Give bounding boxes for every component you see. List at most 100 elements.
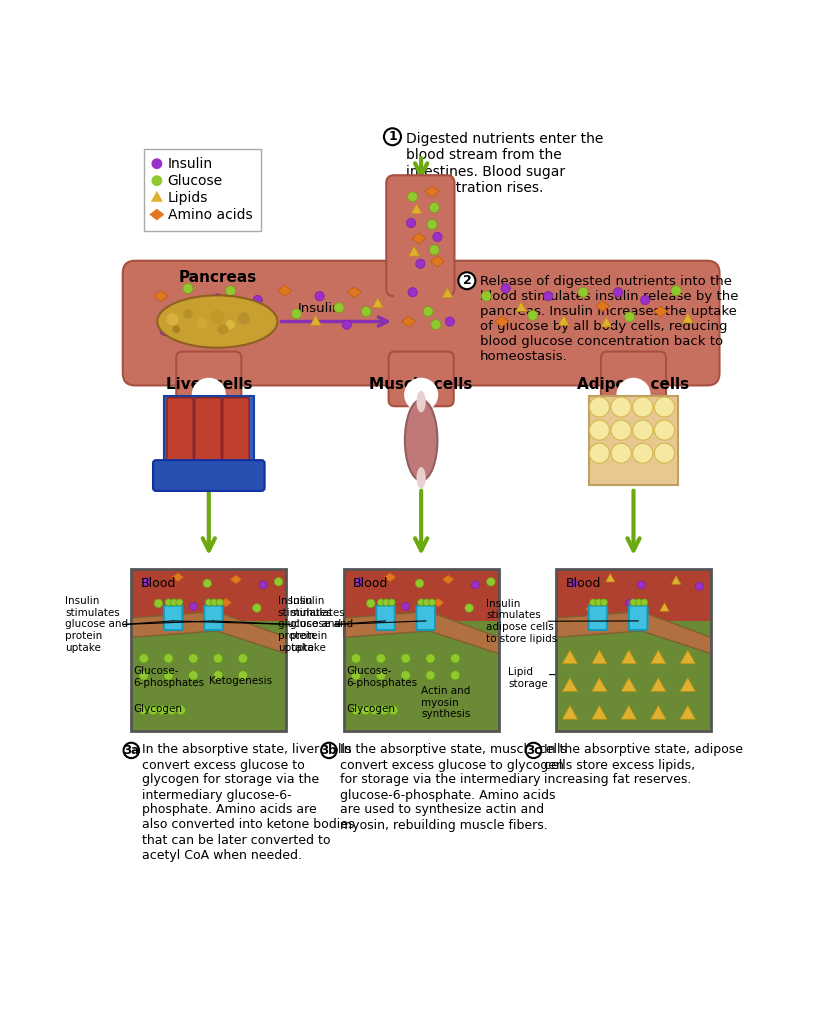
Circle shape (613, 288, 622, 297)
Circle shape (164, 671, 173, 680)
Circle shape (625, 312, 635, 322)
Circle shape (238, 671, 248, 680)
Circle shape (315, 292, 324, 301)
Circle shape (378, 599, 384, 606)
Circle shape (426, 653, 435, 663)
Circle shape (226, 319, 235, 330)
Circle shape (458, 272, 475, 289)
Polygon shape (586, 601, 595, 609)
Polygon shape (433, 598, 444, 607)
Polygon shape (401, 316, 415, 327)
Text: Insulin
stimulates
glucose and
protein
uptake: Insulin stimulates glucose and protein u… (66, 596, 129, 652)
Circle shape (218, 324, 228, 335)
FancyBboxPatch shape (167, 397, 193, 466)
Circle shape (427, 219, 437, 229)
Polygon shape (680, 650, 695, 664)
Circle shape (351, 706, 360, 715)
FancyBboxPatch shape (144, 150, 261, 231)
Polygon shape (230, 574, 242, 584)
Text: Release of digested nutrients into the
blood stimulates insulin release by the
p: Release of digested nutrients into the b… (480, 275, 739, 364)
Polygon shape (650, 678, 666, 691)
Polygon shape (412, 233, 426, 244)
FancyBboxPatch shape (204, 605, 222, 630)
Circle shape (388, 706, 398, 715)
Circle shape (172, 326, 180, 333)
Polygon shape (384, 572, 396, 582)
Text: In the absorptive state, muscle cells
convert excess glucose to glycogen
for sto: In the absorptive state, muscle cells co… (340, 743, 566, 831)
Circle shape (216, 599, 223, 606)
Text: Blood: Blood (566, 578, 601, 590)
FancyBboxPatch shape (195, 397, 221, 466)
Circle shape (426, 671, 435, 680)
Polygon shape (660, 603, 669, 611)
Polygon shape (595, 301, 609, 311)
Text: Insulin
stimulates
glucose and
protein
uptake: Insulin stimulates glucose and protein u… (277, 596, 341, 652)
Polygon shape (220, 598, 232, 607)
Circle shape (291, 309, 301, 318)
Circle shape (544, 292, 553, 301)
Text: Lipids: Lipids (167, 190, 208, 205)
Text: Glycogen: Glycogen (346, 703, 395, 714)
Polygon shape (650, 706, 666, 719)
Circle shape (238, 653, 248, 663)
Circle shape (569, 580, 577, 588)
Circle shape (637, 581, 645, 589)
Text: 1: 1 (388, 130, 397, 143)
Circle shape (633, 420, 653, 440)
Text: Insulin
stimulates
glucose and
protein
uptake: Insulin stimulates glucose and protein u… (290, 596, 353, 652)
FancyBboxPatch shape (556, 622, 711, 731)
Circle shape (641, 599, 648, 606)
Text: Muscle cells: Muscle cells (369, 378, 473, 392)
Circle shape (166, 313, 179, 326)
Circle shape (404, 378, 438, 412)
Circle shape (139, 706, 149, 715)
Circle shape (210, 310, 224, 324)
Text: 2: 2 (462, 274, 471, 287)
Circle shape (165, 599, 172, 606)
FancyBboxPatch shape (589, 396, 678, 484)
Circle shape (451, 671, 460, 680)
Circle shape (640, 295, 649, 304)
Text: In the absorptive state, liver cells
convert excess glucose to
glycogen for stor: In the absorptive state, liver cells con… (142, 743, 355, 861)
Polygon shape (621, 650, 636, 664)
Polygon shape (654, 306, 667, 316)
Circle shape (589, 397, 609, 417)
Circle shape (501, 284, 511, 293)
Circle shape (601, 599, 608, 606)
Polygon shape (621, 706, 636, 719)
Polygon shape (682, 313, 693, 323)
Circle shape (695, 583, 704, 591)
Circle shape (203, 580, 212, 588)
Circle shape (611, 397, 631, 417)
FancyBboxPatch shape (344, 569, 498, 631)
Circle shape (211, 599, 218, 606)
Text: Glycogen: Glycogen (134, 703, 182, 714)
FancyBboxPatch shape (164, 396, 254, 484)
Text: In the absorptive state, adipose
cells store excess lipids,
increasing fat reser: In the absorptive state, adipose cells s… (544, 743, 743, 786)
FancyBboxPatch shape (123, 261, 719, 385)
Circle shape (406, 218, 415, 227)
Circle shape (370, 706, 379, 715)
Polygon shape (151, 191, 163, 202)
Circle shape (471, 581, 479, 589)
Circle shape (415, 259, 425, 268)
Text: Ketogenesis: Ketogenesis (209, 676, 272, 686)
Polygon shape (680, 678, 695, 691)
Circle shape (149, 706, 158, 715)
Circle shape (423, 599, 430, 606)
Circle shape (253, 310, 262, 319)
Circle shape (259, 581, 267, 589)
FancyBboxPatch shape (177, 351, 241, 407)
FancyBboxPatch shape (153, 460, 264, 490)
Circle shape (213, 653, 222, 663)
Circle shape (633, 397, 653, 417)
Circle shape (355, 578, 363, 586)
Circle shape (190, 602, 197, 610)
Circle shape (351, 653, 360, 663)
Circle shape (465, 604, 474, 612)
Polygon shape (425, 186, 439, 197)
Circle shape (451, 653, 460, 663)
Text: 3a: 3a (123, 743, 140, 757)
Circle shape (445, 316, 455, 327)
FancyBboxPatch shape (589, 605, 608, 630)
